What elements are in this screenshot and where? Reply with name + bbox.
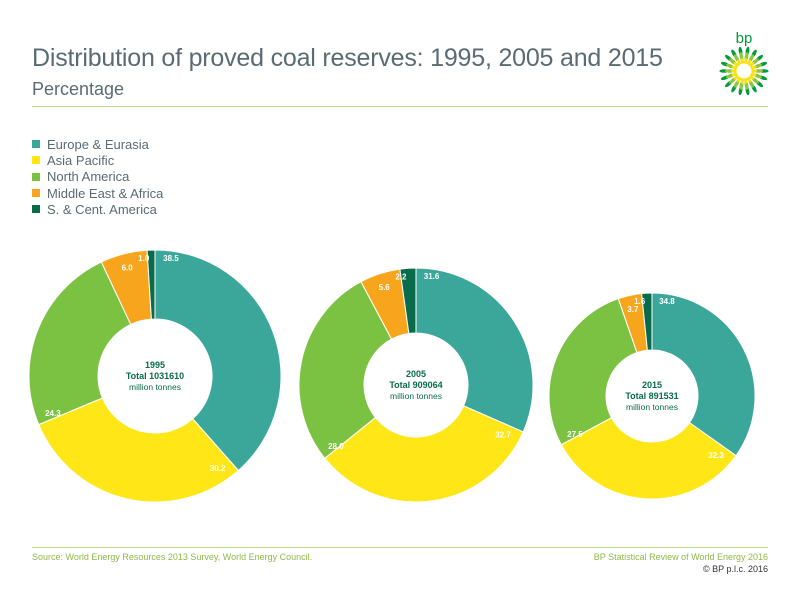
chart-legend: Europe & Eurasia Asia Pacific North Amer… (32, 136, 163, 217)
donut-slice-north-america (28, 261, 132, 426)
donut-slice-s-cent-america (146, 249, 156, 320)
helios-sunflower-icon (719, 46, 769, 96)
center-unit: million tonnes (626, 402, 678, 412)
center-unit: million tonnes (390, 391, 442, 401)
legend-swatch (32, 205, 40, 214)
center-total: Total 891531 (625, 391, 678, 401)
slice-value-label: 2.2 (395, 272, 407, 281)
legend-item: Asia Pacific (32, 152, 163, 168)
logo-core (736, 63, 752, 79)
slice-value-label: 6.0 (122, 264, 134, 273)
donut-slice-s-cent-america (399, 267, 417, 335)
page-title: Distribution of proved coal reserves: 19… (32, 44, 663, 72)
bp-logo-text: bp (736, 30, 753, 47)
legend-label: S. & Cent. America (47, 201, 157, 217)
legend-label: North America (47, 169, 130, 185)
slice-value-label: 3.7 (627, 305, 639, 314)
legend-item: North America (32, 169, 163, 185)
legend-swatch (32, 189, 40, 198)
slice-value-label: 28.0 (328, 442, 344, 451)
center-unit: million tonnes (129, 382, 181, 392)
copyright: © BP p.l.c. 2016 (702, 564, 768, 574)
donut-slice-asia-pacific (324, 405, 524, 503)
footer-credits: BP Statistical Review of World Energy 20… (594, 552, 768, 574)
legend-swatch (32, 156, 40, 165)
donut-slice-europe-eurasia (415, 267, 534, 433)
legend-item: S. & Cent. America (32, 201, 163, 217)
center-year: 2005 (406, 369, 426, 379)
slice-value-label: 32.3 (708, 451, 724, 460)
donut-slice-north-america (298, 281, 393, 459)
page-subtitle: Percentage (32, 79, 125, 99)
slice-value-label: 1.6 (634, 297, 646, 306)
slice-value-label: 38.5 (163, 254, 179, 263)
center-year: 2015 (642, 380, 662, 390)
legend-item: Middle East & Africa (32, 185, 163, 201)
donut-slice-europe-eurasia (154, 249, 282, 472)
center-total: Total 1031610 (126, 371, 184, 381)
center-total: Total 909064 (389, 380, 442, 390)
slice-value-label: 30.2 (210, 464, 226, 473)
center-year: 1995 (145, 360, 165, 370)
legend-label: Asia Pacific (47, 152, 115, 168)
legend-item: Europe & Eurasia (32, 136, 163, 152)
slice-value-label: 31.6 (424, 272, 440, 281)
header-divider (32, 106, 768, 107)
slice-value-label: 34.8 (659, 297, 675, 306)
bp-logo: bp (719, 30, 769, 96)
publication-name: BP Statistical Review of World Energy 20… (593, 552, 768, 562)
legend-label: Europe & Eurasia (47, 136, 149, 152)
slice-value-label: 5.6 (379, 283, 391, 292)
donut-slice-north-america (548, 298, 638, 446)
donut-slice-asia-pacific (560, 417, 737, 500)
slice-value-label: 24.3 (45, 409, 61, 418)
legend-swatch (32, 172, 40, 181)
slice-value-label: 32.7 (495, 431, 511, 440)
legend-swatch (32, 140, 40, 149)
donut-slice-asia-pacific (38, 397, 240, 503)
donut-slice-s-cent-america (641, 292, 653, 351)
slice-value-label: 27.5 (567, 430, 583, 439)
source-note: Source: World Energy Resources 2013 Surv… (32, 552, 313, 562)
slice-value-label: 1.0 (138, 254, 150, 263)
donut-slice-europe-eurasia (651, 292, 756, 457)
footer-divider (32, 547, 768, 548)
legend-label: Middle East & Africa (47, 185, 164, 201)
